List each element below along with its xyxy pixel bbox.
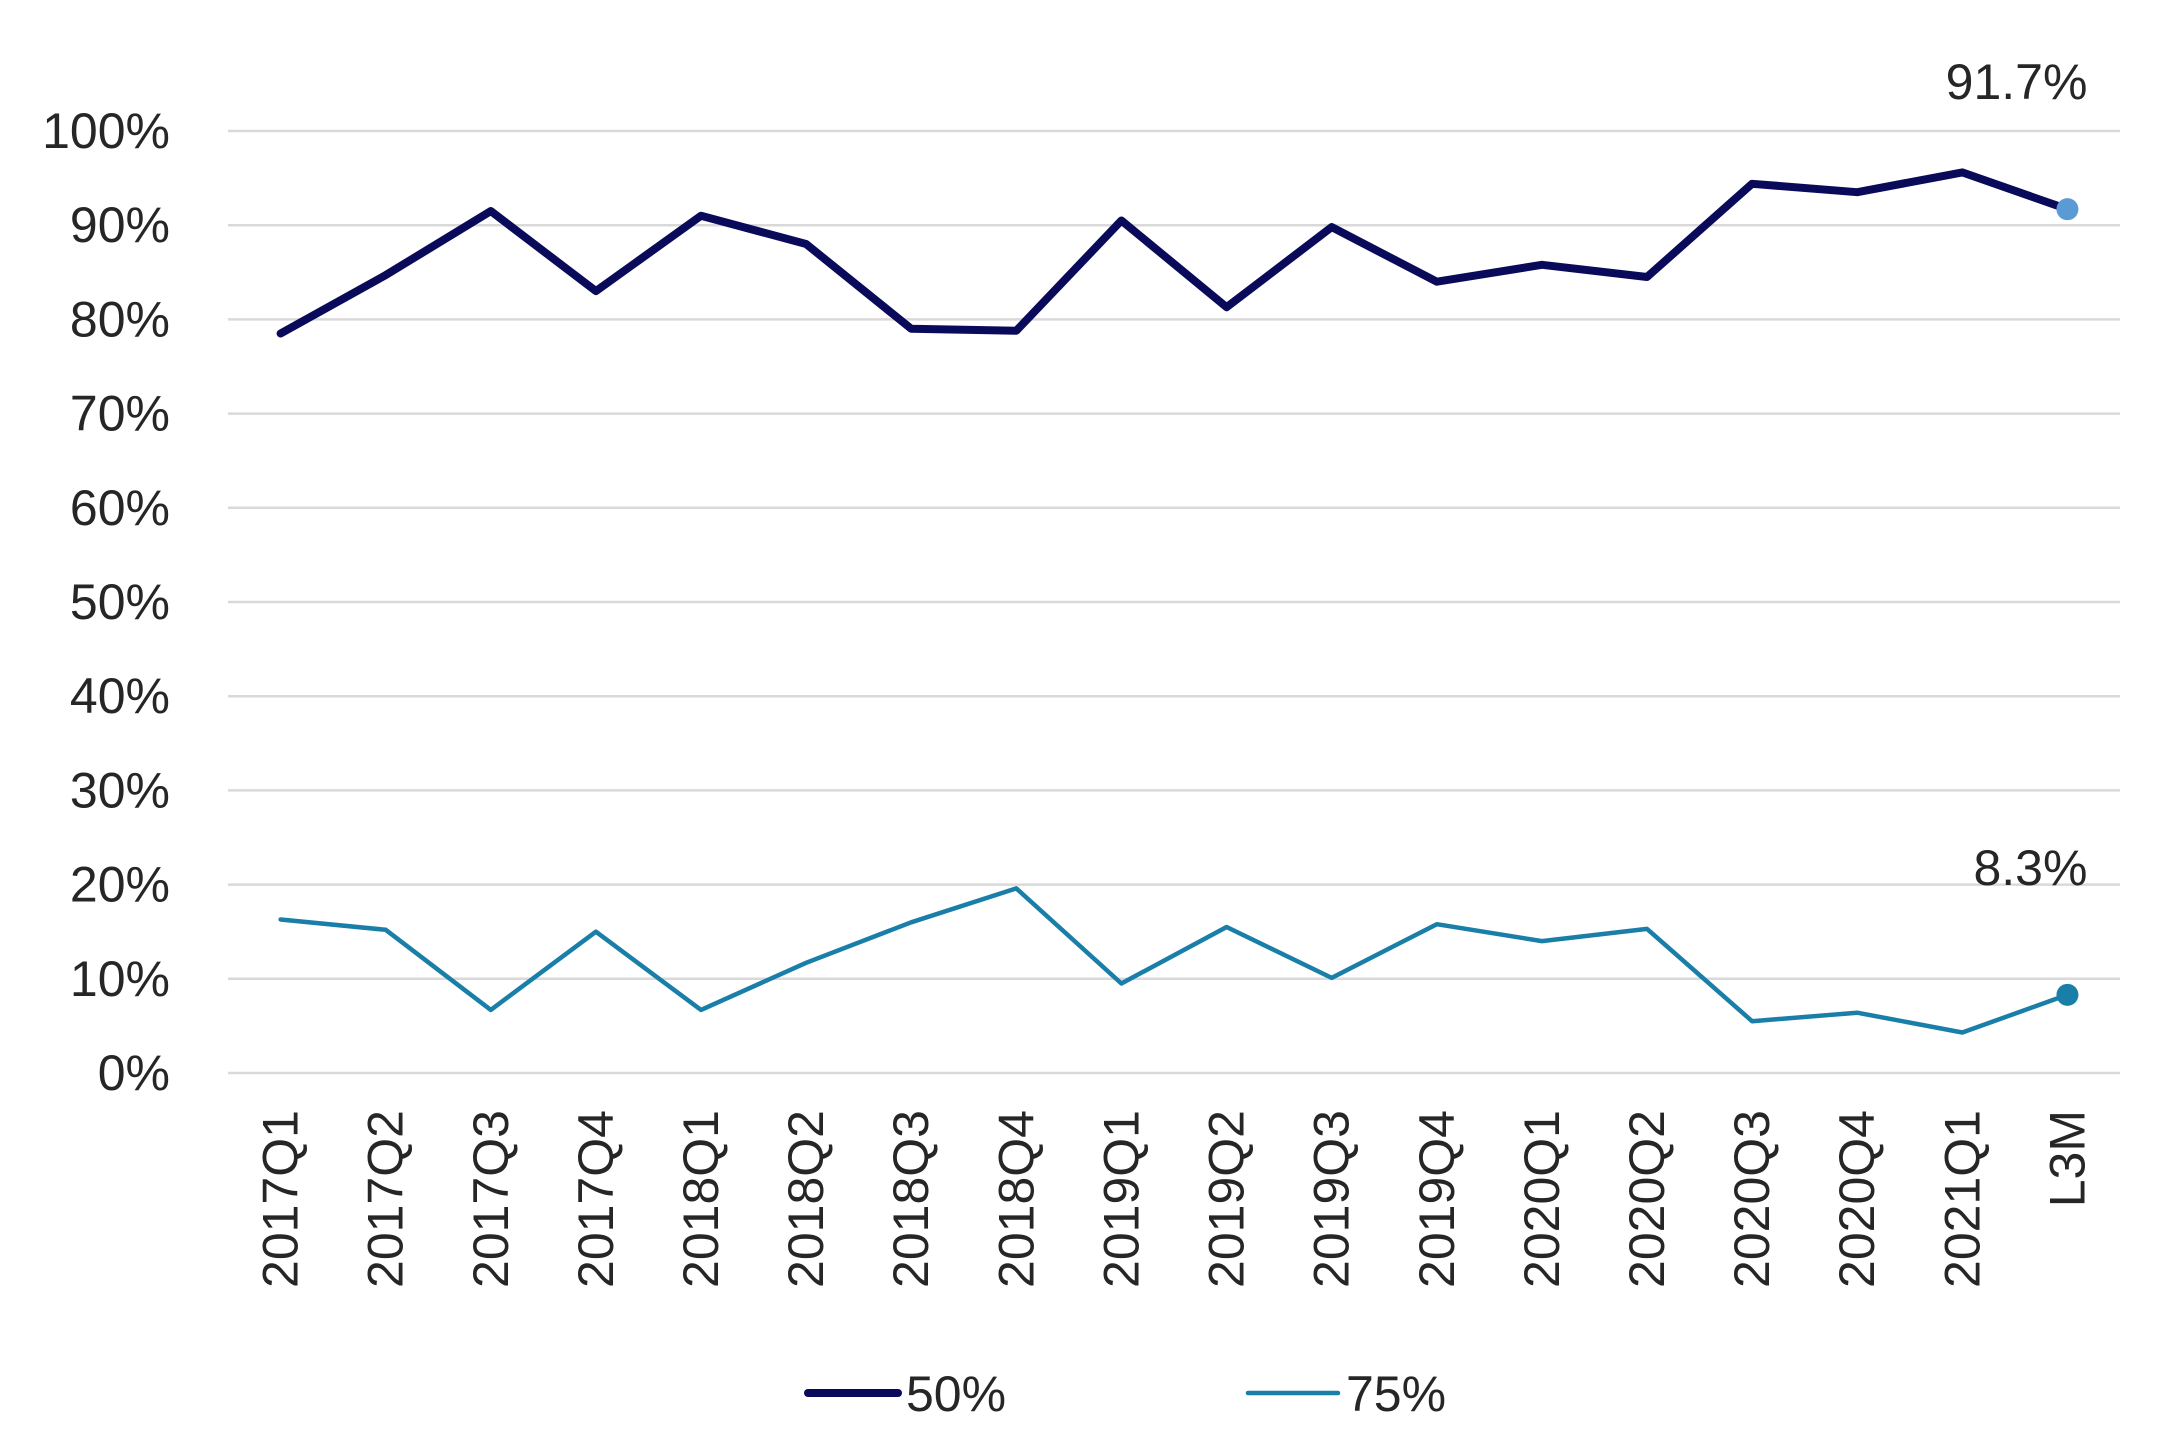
x-tick-label: 2018Q1: [673, 1110, 729, 1288]
x-axis-tick-labels: 2017Q1 2017Q2 2017Q3 2017Q4 2018Q1 2018Q2 2018…: [253, 1110, 2096, 1288]
x-tick-label: 2020Q4: [1829, 1110, 1885, 1288]
gridlines: [228, 129, 2120, 1075]
y-tick-label: 80%: [70, 291, 170, 347]
x-tick-label: 2021Q1: [1934, 1110, 1990, 1288]
end-marker: [2056, 198, 2079, 221]
y-tick-label: 20%: [70, 857, 170, 913]
y-tick-label: 60%: [70, 480, 170, 536]
legend-label: 50%: [906, 1366, 1006, 1422]
x-tick-label: L3M: [2039, 1110, 2095, 1207]
x-tick-label: 2017Q2: [358, 1110, 414, 1288]
x-tick-label: 2019Q4: [1409, 1110, 1465, 1288]
x-tick-label: 2017Q1: [253, 1110, 309, 1288]
x-tick-label: 2019Q3: [1304, 1110, 1360, 1288]
y-tick-label: 100%: [42, 103, 170, 159]
series-line-1: [278, 886, 2070, 1035]
x-tick-label: 2018Q2: [778, 1110, 834, 1288]
x-tick-label: 2018Q4: [988, 1110, 1044, 1288]
y-tick-label: 30%: [70, 762, 170, 818]
series-line-0: [276, 168, 2072, 338]
x-tick-label: 2017Q4: [568, 1110, 624, 1288]
x-tick-label: 2020Q1: [1514, 1110, 1570, 1288]
x-tick-label: 2020Q3: [1724, 1110, 1780, 1288]
x-tick-label: 2019Q2: [1199, 1110, 1255, 1288]
x-tick-label: 2017Q3: [463, 1110, 519, 1288]
end-value-label: 91.7%: [1946, 54, 2088, 110]
series-lines: [276, 168, 2079, 1035]
y-tick-label: 40%: [70, 668, 170, 724]
y-axis-tick-labels: 0% 10% 20% 30% 40% 50% 60% 70% 80% 90% 100%: [42, 103, 170, 1101]
end-value-labels: 91.7% 8.3%: [1946, 54, 2088, 896]
y-tick-label: 50%: [70, 574, 170, 630]
x-tick-label: 2018Q3: [883, 1110, 939, 1288]
end-marker: [2056, 983, 2079, 1006]
end-value-label: 8.3%: [1973, 840, 2087, 896]
legend: 50% 75%: [804, 1366, 1446, 1422]
x-tick-label: 2019Q1: [1093, 1110, 1149, 1288]
y-tick-label: 90%: [70, 197, 170, 253]
x-tick-label: 2020Q2: [1619, 1110, 1675, 1288]
legend-label: 75%: [1346, 1366, 1446, 1422]
y-tick-label: 0%: [98, 1045, 170, 1101]
y-tick-label: 70%: [70, 386, 170, 442]
y-tick-label: 10%: [70, 951, 170, 1007]
